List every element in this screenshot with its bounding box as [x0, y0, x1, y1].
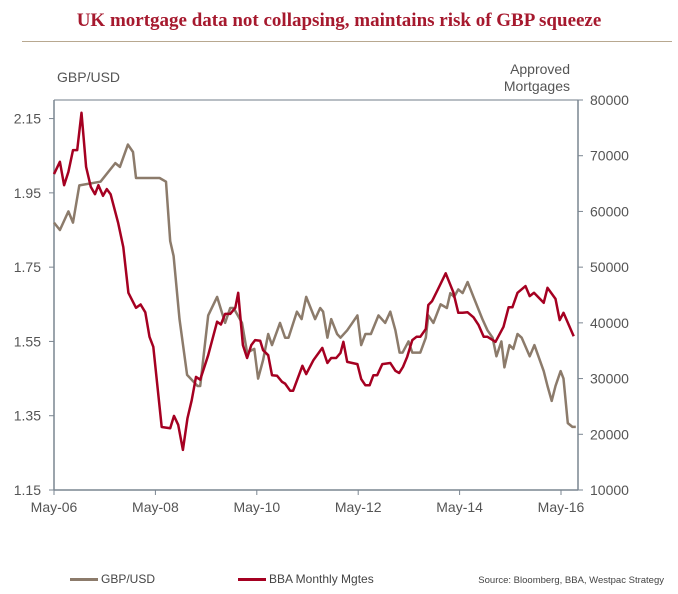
series-line-gbpusd — [53, 143, 576, 429]
legend-swatch-mortgages — [238, 577, 266, 581]
right-axis-tick-label: 30000 — [590, 371, 629, 387]
x-axis-tick-label: May-06 — [31, 499, 78, 515]
x-axis-tick-label: May-12 — [335, 499, 382, 515]
right-axis-title-line2: Mortgages — [504, 78, 570, 94]
x-axis-tick-label: May-10 — [233, 499, 280, 515]
legend-item-mortgages: BBA Monthly Mgtes — [238, 572, 374, 586]
left-axis-tick-label: 1.55 — [14, 333, 41, 349]
right-axis-tick-label: 20000 — [590, 426, 629, 442]
left-axis-tick-label: 2.15 — [14, 111, 41, 127]
x-axis-tick-label: May-14 — [436, 499, 483, 515]
legend-swatch-gbpusd — [70, 577, 98, 581]
source-note: Source: Bloomberg, BBA, Westpac Strategy — [478, 575, 664, 586]
legend-label-gbpusd: GBP/USD — [101, 572, 156, 586]
legend-item-gbpusd: GBP/USD — [70, 572, 155, 586]
right-axis-title-line1: Approved — [510, 61, 570, 77]
right-axis-tick-label: 10000 — [590, 482, 629, 498]
x-axis-tick-label: May-08 — [132, 499, 179, 515]
left-axis-tick-label: 1.95 — [14, 185, 41, 201]
right-axis-tick-label: 60000 — [590, 203, 629, 219]
left-axis-tick-label: 1.75 — [14, 259, 41, 275]
title-divider — [22, 41, 672, 42]
right-axis-tick-label: 40000 — [590, 315, 629, 331]
left-axis-tick-label: 1.15 — [14, 482, 41, 498]
legend-label-mortgages: BBA Monthly Mgtes — [269, 572, 374, 586]
right-axis-tick-label: 70000 — [590, 148, 629, 164]
chart-title: UK mortgage data not collapsing, maintai… — [76, 10, 602, 31]
series-line-mortgages — [52, 111, 575, 452]
left-axis-title: GBP/USD — [57, 69, 120, 85]
x-axis-tick-label: May-16 — [538, 499, 585, 515]
left-axis-tick-label: 1.35 — [14, 408, 41, 424]
right-axis-tick-label: 80000 — [590, 92, 629, 108]
right-axis-tick-label: 50000 — [590, 259, 629, 275]
